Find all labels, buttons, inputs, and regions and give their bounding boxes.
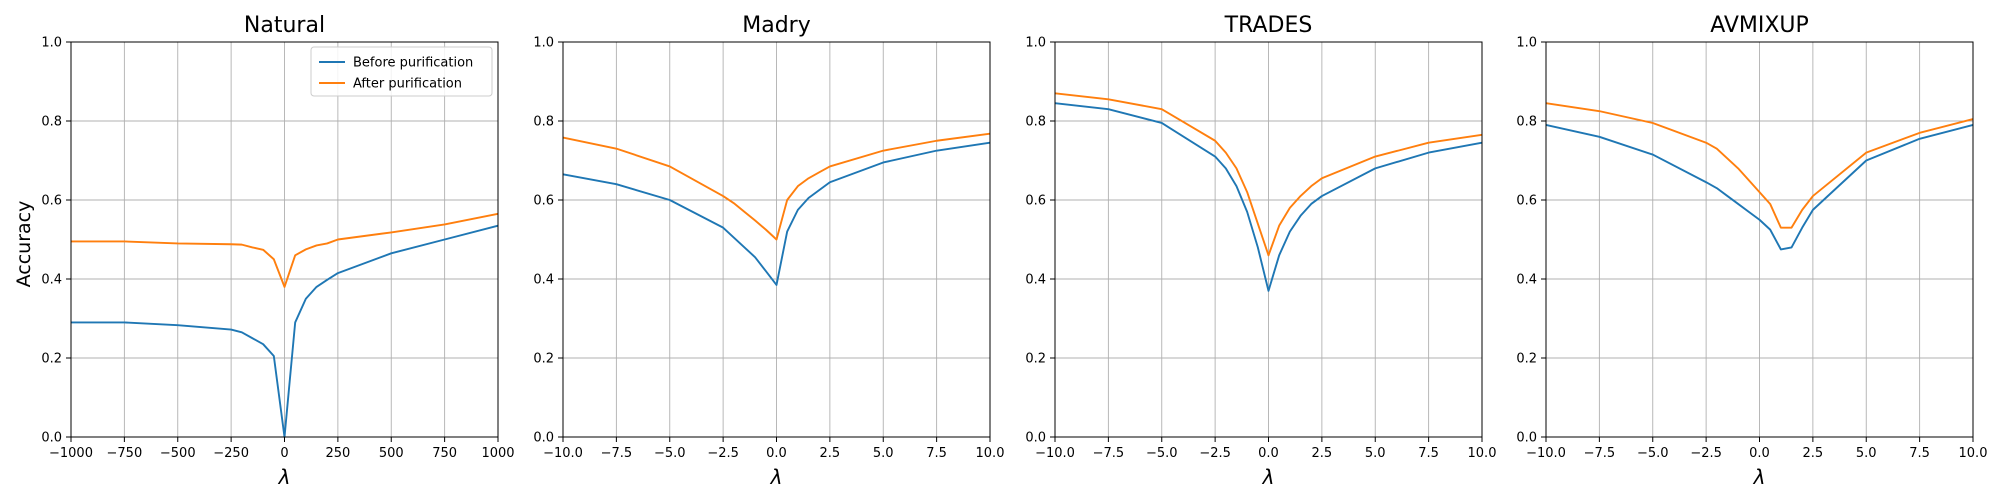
x-axis-label: λ	[1753, 465, 1766, 489]
legend-label-after: After purification	[353, 77, 462, 92]
y-tick-label: 0.6	[1516, 194, 1537, 209]
x-tick-label: 7.5	[1418, 446, 1439, 461]
y-tick-label: 0.2	[41, 352, 62, 367]
series-line-after	[1054, 92, 1483, 257]
y-tick-label: 0.8	[41, 115, 62, 130]
x-tick-label: 5.0	[1856, 446, 1877, 461]
x-tick-label: −750	[107, 446, 143, 461]
x-tick-label: −7.5	[601, 446, 633, 461]
x-tick-label: −10.0	[1035, 446, 1075, 461]
x-tick-label: −500	[160, 446, 196, 461]
x-tick-label: −5.0	[654, 446, 686, 461]
series-line-after	[562, 132, 991, 241]
y-tick-label: 0.0	[533, 431, 554, 446]
subplot-title: Madry	[742, 13, 811, 38]
x-tick-label: 750	[432, 446, 457, 461]
legend-label-before: Before purification	[353, 56, 473, 71]
series-line-before	[1054, 102, 1483, 292]
y-axis-label: Accuracy	[13, 201, 35, 288]
x-tick-label: −10.0	[1526, 446, 1566, 461]
y-tick-label: 1.0	[41, 36, 62, 51]
x-tick-label: 2.5	[1312, 446, 1333, 461]
x-tick-label: −2.5	[707, 446, 739, 461]
x-tick-label: 0.0	[766, 446, 787, 461]
x-tick-label: 5.0	[1365, 446, 1386, 461]
y-tick-label: 0.2	[533, 352, 554, 367]
series-line-before	[562, 141, 991, 286]
x-tick-label: −5.0	[1146, 446, 1178, 461]
x-tick-label: 0.0	[1749, 446, 1770, 461]
y-tick-label: 0.8	[1025, 115, 1046, 130]
y-tick-label: 0.4	[41, 273, 62, 288]
y-tick-label: 0.6	[41, 194, 62, 209]
x-tick-label: 10.0	[976, 446, 1005, 461]
y-tick-label: 0.0	[1025, 431, 1046, 446]
subplots: −1000 −750 −500 −250 0 250 500 750 1000 0.0 0.2 0.4…	[41, 13, 1987, 489]
x-tick-label: 5.0	[873, 446, 894, 461]
x-tick-label: 10.0	[1959, 446, 1988, 461]
y-tick-label: 0.4	[533, 273, 554, 288]
x-axis-label: λ	[278, 465, 291, 489]
y-tick-label: 0.2	[1025, 352, 1046, 367]
x-tick-label: 1000	[481, 446, 514, 461]
y-tick-label: 0.8	[1516, 115, 1537, 130]
y-tick-label: 1.0	[533, 36, 554, 51]
subplot-madry: −10.0 −7.5 −5.0 −2.5 0.0 2.5 5.0 7.5 10.0 0.0 0.2 0…	[533, 13, 1004, 489]
series-line-before	[1545, 124, 1974, 251]
y-tick-label: 0.8	[533, 115, 554, 130]
x-tick-label: −1000	[49, 446, 93, 461]
x-tick-label: 10.0	[1468, 446, 1497, 461]
x-tick-label: 500	[379, 446, 404, 461]
x-tick-label: −250	[213, 446, 249, 461]
x-tick-label: 7.5	[926, 446, 947, 461]
x-tick-label: 0.0	[1258, 446, 1279, 461]
y-tick-label: 1.0	[1516, 36, 1537, 51]
x-axis-label: λ	[770, 465, 783, 489]
y-tick-label: 0.6	[1025, 194, 1046, 209]
y-tick-label: 0.6	[533, 194, 554, 209]
x-tick-label: −7.5	[1584, 446, 1616, 461]
series-line-after	[1545, 102, 1974, 229]
y-tick-label: 0.0	[1516, 431, 1537, 446]
x-tick-label: −5.0	[1637, 446, 1669, 461]
x-tick-label: 2.5	[1803, 446, 1824, 461]
legend: Before purification After purification	[310, 46, 493, 97]
x-tick-label: −2.5	[1690, 446, 1722, 461]
x-tick-label: −7.5	[1093, 446, 1125, 461]
subplot-title: TRADES	[1224, 13, 1313, 38]
y-tick-label: 0.2	[1516, 352, 1537, 367]
x-tick-label: 250	[325, 446, 350, 461]
x-tick-label: 2.5	[820, 446, 841, 461]
legend-box	[310, 46, 493, 97]
x-tick-label: −10.0	[543, 446, 583, 461]
subplot-trades: −10.0 −7.5 −5.0 −2.5 0.0 2.5 5.0 7.5 10.0 0.0 0.2 0…	[1025, 13, 1496, 489]
subplot-avmixup: −10.0 −7.5 −5.0 −2.5 0.0 2.5 5.0 7.5 10.0 0.0 0.2 0…	[1516, 13, 1987, 489]
x-tick-label: −2.5	[1199, 446, 1231, 461]
y-tick-label: 0.4	[1516, 273, 1537, 288]
y-tick-label: 0.4	[1025, 273, 1046, 288]
x-tick-label: 0	[280, 446, 288, 461]
y-tick-label: 1.0	[1025, 36, 1046, 51]
subplot-title: Natural	[244, 13, 325, 38]
subplot-title: AVMIXUP	[1710, 13, 1809, 38]
x-axis-label: λ	[1262, 465, 1275, 489]
subplot-natural: −1000 −750 −500 −250 0 250 500 750 1000 0.0 0.2 0.4…	[41, 13, 514, 489]
x-tick-label: 7.5	[1909, 446, 1930, 461]
series-line-after	[71, 212, 499, 288]
y-tick-label: 0.0	[41, 431, 62, 446]
